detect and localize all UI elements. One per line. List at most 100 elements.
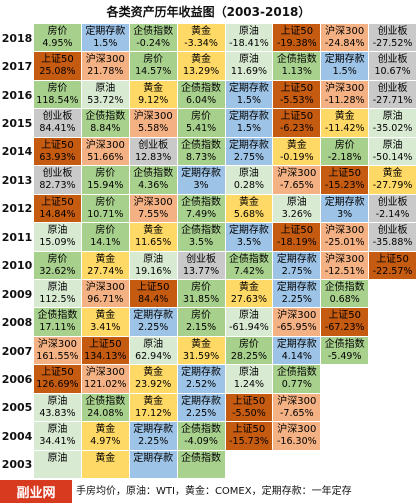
asset-name: 原油 — [47, 281, 68, 293]
asset-name: 创业板 — [377, 196, 408, 208]
asset-cell: 企债指数 0.68% — [321, 279, 370, 309]
asset-return: -35.88% — [372, 237, 413, 249]
asset-cell: 沪深300 -65.95% — [273, 308, 322, 337]
asset-cell: 创业板 12.83% — [129, 137, 178, 167]
asset-name: 房价 — [95, 196, 116, 208]
asset-cell: 房价 2.15% — [177, 308, 226, 337]
asset-cell: 黄金 31.59% — [177, 336, 226, 366]
asset-name: 创业板 — [377, 225, 408, 237]
asset-cell: 原油 19.16% — [129, 251, 178, 280]
asset-return: 118.54% — [36, 94, 79, 106]
asset-cell: 创业板 -27.71% — [369, 80, 417, 110]
asset-cell: 企债指数 -0.24% — [129, 24, 178, 53]
asset-name: 原油 — [95, 82, 116, 94]
asset-cell: 沪深300 -25.01% — [321, 223, 370, 252]
asset-cell: 原油 34.41% — [34, 422, 82, 451]
asset-name: 沪深300 — [133, 111, 173, 123]
asset-return: 24.08% — [87, 407, 124, 419]
asset-cell: 上证50 -5.50% — [225, 393, 274, 423]
asset-return: 0.28% — [233, 180, 265, 192]
asset-return: -18.41% — [229, 38, 269, 49]
asset-name: 上证50 — [232, 395, 266, 407]
asset-name: 上证50 — [280, 111, 314, 123]
asset-return: -5.49% — [327, 350, 362, 362]
asset-return: 0.68% — [329, 293, 360, 305]
asset-cell: 原油 -61.94% — [225, 308, 274, 337]
asset-cell: 沪深300 121.02% — [81, 365, 130, 394]
asset-cell: 黄金 13.29% — [177, 52, 226, 81]
asset-name: 定期存款 — [228, 139, 269, 151]
asset-cell: 沪深300 161.55% — [34, 336, 82, 366]
asset-return: 51.66% — [87, 151, 124, 163]
asset-name: 原油 — [238, 26, 259, 37]
asset-cell: 黄金 27.74% — [81, 251, 130, 280]
asset-return: -35.02% — [372, 123, 413, 135]
year-label: 2006 — [1, 372, 33, 386]
asset-name: 房价 — [238, 338, 259, 350]
asset-return: -7.65% — [280, 407, 314, 419]
asset-name: 企债指数 — [324, 338, 365, 350]
asset-return: 5.58% — [138, 123, 169, 135]
asset-cell: 上证50 -15.73% — [225, 422, 274, 451]
site-logo: 副业网 — [0, 480, 72, 503]
asset-return: 3.41% — [90, 322, 121, 334]
asset-name: 上证50 — [41, 139, 74, 151]
asset-cell: 企债指数 0.77% — [273, 365, 322, 394]
asset-return: -4.09% — [184, 436, 218, 448]
asset-name: 房价 — [47, 253, 68, 265]
asset-name: 定期存款 — [276, 253, 317, 265]
asset-cell: 上证50 -15.23% — [321, 166, 370, 195]
asset-cell: 原油 11.69% — [225, 52, 274, 81]
asset-cell: 企债指数 -4.09% — [177, 422, 226, 451]
asset-name: 定期存款 — [85, 26, 126, 37]
asset-return: -22.57% — [372, 265, 413, 277]
asset-return: 2.75% — [281, 265, 312, 277]
asset-name: 企债指数 — [181, 424, 222, 436]
asset-cell: 黄金 9.12% — [129, 80, 178, 110]
asset-return: -2.14% — [375, 208, 410, 220]
asset-name: 原油 — [47, 452, 68, 464]
asset-name: 沪深300 — [85, 281, 125, 293]
year-label: 2010 — [1, 259, 33, 273]
asset-name: 创业板 — [138, 139, 169, 151]
asset-return: 15.94% — [87, 180, 124, 192]
asset-return: 17.12% — [135, 407, 172, 419]
asset-name: 创业板 — [377, 54, 408, 66]
asset-name: 沪深300 — [277, 395, 317, 407]
asset-cell: 定期存款 1.5% — [225, 109, 274, 138]
asset-cell: 房价 5.41% — [177, 109, 226, 138]
asset-return: 112.5% — [39, 293, 76, 305]
asset-return: 3.26% — [281, 208, 312, 220]
asset-name: 房价 — [95, 225, 116, 237]
asset-name: 房价 — [47, 82, 68, 94]
asset-name: 黄金 — [334, 111, 355, 123]
asset-return: 126.69% — [36, 379, 79, 391]
asset-cell: 上证50 -19.38% — [273, 24, 322, 53]
asset-return: 2.15% — [185, 322, 217, 334]
asset-name: 房价 — [95, 168, 116, 180]
asset-return: -16.30% — [276, 436, 317, 448]
asset-name: 沪深300 — [85, 139, 125, 151]
asset-name: 黄金 — [95, 310, 116, 322]
year-label: 2008 — [1, 316, 33, 330]
asset-cell: 原油 0.28% — [225, 166, 274, 195]
asset-return: -19.38% — [276, 38, 317, 49]
asset-cell: 创业板 84.41% — [34, 109, 82, 138]
asset-return: -5.50% — [232, 407, 266, 419]
asset-name: 定期存款 — [324, 196, 365, 208]
asset-cell: 沪深300 -24.84% — [321, 24, 370, 53]
asset-cell: 企债指数 -5.49% — [321, 336, 370, 366]
asset-cell: 沪深300 -7.65% — [273, 393, 322, 423]
asset-cell: 原油 -50.14% — [369, 137, 417, 167]
asset-name: 黄金 — [95, 253, 116, 265]
asset-name: 沪深300 — [325, 26, 365, 37]
asset-return: -25.01% — [324, 237, 365, 249]
asset-cell: 原油 62.94% — [129, 336, 178, 366]
asset-cell: 房价 15.94% — [81, 166, 130, 195]
asset-return: 13.29% — [182, 66, 220, 78]
asset-name: 原油 — [382, 139, 403, 151]
asset-cell: 沪深300 51.66% — [81, 137, 130, 167]
asset-cell: 上证50 63.93% — [34, 137, 82, 167]
asset-return: -15.73% — [229, 436, 269, 448]
asset-return: 161.55% — [36, 350, 79, 362]
